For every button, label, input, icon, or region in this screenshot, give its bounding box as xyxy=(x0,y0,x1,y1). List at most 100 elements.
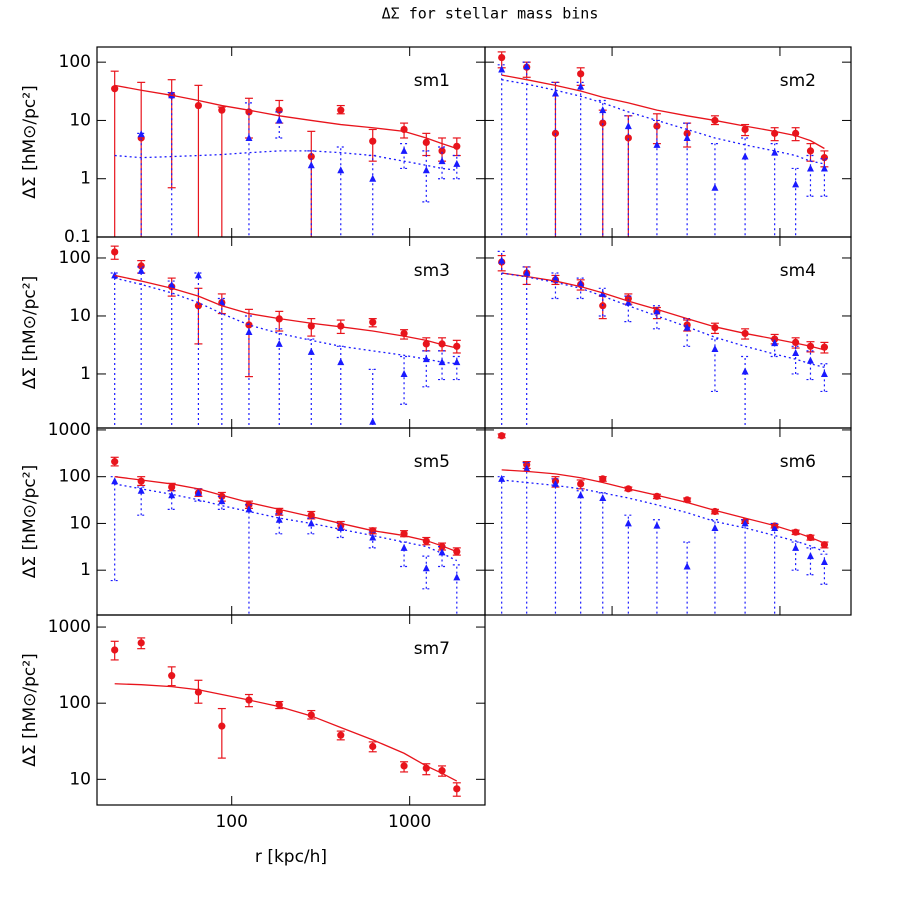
point xyxy=(111,248,119,256)
point xyxy=(453,358,461,366)
point xyxy=(653,521,661,529)
y-axis-label: ΔΣ [hM⊙/pc²] xyxy=(20,276,40,389)
point xyxy=(111,271,119,279)
point xyxy=(683,133,691,141)
point xyxy=(111,458,119,466)
point xyxy=(438,147,446,155)
plot-area xyxy=(110,245,461,428)
point xyxy=(498,432,506,440)
point xyxy=(711,523,719,531)
y-tick-label: 1000 xyxy=(48,420,91,440)
model-line xyxy=(114,683,458,782)
point xyxy=(137,477,145,485)
point xyxy=(683,323,691,331)
point xyxy=(523,464,531,472)
point xyxy=(453,342,461,350)
point xyxy=(194,488,202,496)
y-axis-label: ΔΣ [hM⊙/pc²] xyxy=(20,653,40,766)
point xyxy=(453,159,461,167)
y-tick-label: 10 xyxy=(69,513,91,533)
point xyxy=(369,417,377,425)
point xyxy=(806,164,814,172)
point xyxy=(577,70,585,78)
point xyxy=(498,256,506,264)
y-tick-label: 1 xyxy=(80,560,91,580)
model-line xyxy=(501,74,825,150)
point xyxy=(245,327,253,335)
panel: 0.1 1 10 100 sm1 ΔΣ [hM⊙/pc²] xyxy=(20,46,486,247)
y-axis-label: ΔΣ [hM⊙/pc²] xyxy=(20,85,40,198)
point xyxy=(551,89,559,97)
point xyxy=(683,562,691,570)
x-tick-label: 100 xyxy=(215,812,247,832)
model-line xyxy=(501,272,825,351)
point xyxy=(137,262,145,270)
point xyxy=(337,731,345,739)
point xyxy=(820,369,828,377)
y-tick-label: 1000 xyxy=(48,617,91,637)
point xyxy=(498,65,506,73)
point xyxy=(218,106,226,114)
plot-area xyxy=(110,70,461,237)
point xyxy=(741,367,749,375)
point xyxy=(806,552,814,560)
point xyxy=(137,486,145,494)
point xyxy=(523,269,531,277)
panel-frame xyxy=(96,614,486,806)
point xyxy=(438,157,446,165)
point xyxy=(577,491,585,499)
plot-area xyxy=(497,432,829,615)
model-line xyxy=(114,150,457,171)
point xyxy=(523,62,531,70)
point xyxy=(422,340,430,348)
y-tick-label: 1 xyxy=(80,169,91,189)
panel-label: sm7 xyxy=(414,639,450,659)
point xyxy=(820,164,828,172)
point xyxy=(245,133,253,141)
panel: sm4 xyxy=(484,236,852,429)
point xyxy=(275,339,283,347)
point xyxy=(653,307,661,315)
point xyxy=(168,483,176,491)
point xyxy=(422,138,430,146)
y-tick-label: 100 xyxy=(59,248,91,268)
plot-area xyxy=(110,456,461,615)
point xyxy=(422,166,430,174)
point xyxy=(653,140,661,148)
point xyxy=(771,339,779,347)
model-line xyxy=(501,272,825,368)
point xyxy=(137,266,145,274)
point xyxy=(453,573,461,581)
point xyxy=(599,106,607,114)
point xyxy=(369,318,377,326)
x-tick-label: 1000 xyxy=(388,812,431,832)
point xyxy=(624,122,632,130)
point xyxy=(551,274,559,282)
point xyxy=(422,355,430,363)
point xyxy=(369,533,377,541)
panel-label: sm4 xyxy=(780,261,816,281)
panel-label: sm2 xyxy=(780,71,816,91)
point xyxy=(653,122,661,130)
point xyxy=(792,543,800,551)
point xyxy=(337,106,345,114)
point xyxy=(711,344,719,352)
point xyxy=(218,722,226,730)
panel: sm6 xyxy=(484,427,852,616)
point xyxy=(369,137,377,145)
model-line xyxy=(501,479,825,553)
point xyxy=(194,101,203,110)
point xyxy=(307,152,315,161)
y-axis-label: ΔΣ [hM⊙/pc²] xyxy=(20,465,40,578)
point xyxy=(400,543,408,551)
point xyxy=(245,321,253,329)
point xyxy=(577,480,585,488)
point xyxy=(168,672,176,680)
point xyxy=(168,281,176,289)
panel: sm2 xyxy=(484,46,852,238)
point xyxy=(337,523,345,531)
panel: 1 10 100 1000 sm5 ΔΣ [hM⊙/pc²] xyxy=(20,420,486,616)
y-tick-label: 100 xyxy=(59,52,91,72)
point xyxy=(453,142,461,150)
point xyxy=(194,302,203,310)
